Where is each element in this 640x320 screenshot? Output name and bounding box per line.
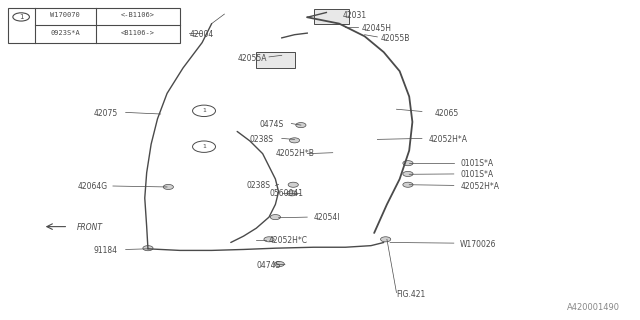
Circle shape [264, 237, 274, 242]
Bar [314, 9, 349, 24]
Text: 42031: 42031 [342, 11, 367, 20]
Text: 1: 1 [19, 14, 24, 20]
Text: 42052H*A: 42052H*A [428, 135, 467, 144]
Text: 1: 1 [202, 144, 206, 149]
Text: 0923S*A: 0923S*A [50, 30, 80, 36]
Text: <-B1106>: <-B1106> [121, 12, 155, 18]
Text: 42055A: 42055A [237, 54, 267, 63]
Text: 42045H: 42045H [362, 24, 392, 33]
Text: FRONT: FRONT [77, 223, 102, 232]
Bar [256, 52, 294, 68]
Text: <B1106->: <B1106-> [121, 30, 155, 36]
Circle shape [270, 215, 280, 220]
Circle shape [163, 184, 173, 189]
Text: 0101S*A: 0101S*A [460, 171, 493, 180]
Text: W170026: W170026 [460, 240, 497, 249]
Text: 42064G: 42064G [78, 182, 108, 191]
Text: 1: 1 [202, 108, 206, 113]
Text: 42052H*A: 42052H*A [460, 181, 499, 190]
Text: 0474S: 0474S [256, 261, 280, 270]
Circle shape [288, 182, 298, 187]
Circle shape [381, 237, 391, 242]
Text: 42075: 42075 [94, 108, 118, 117]
Text: 0474S: 0474S [259, 120, 284, 129]
Circle shape [296, 123, 306, 128]
Circle shape [274, 261, 284, 267]
Text: 42004: 42004 [189, 30, 214, 39]
Text: 42052H*B: 42052H*B [275, 148, 314, 157]
Text: 91184: 91184 [94, 246, 118, 255]
Circle shape [287, 191, 297, 196]
Circle shape [143, 246, 153, 251]
Text: 42055B: 42055B [381, 34, 410, 43]
Text: 0560041: 0560041 [269, 189, 303, 198]
Circle shape [403, 172, 413, 177]
Text: W170070: W170070 [50, 12, 80, 18]
Circle shape [403, 161, 413, 166]
Circle shape [289, 138, 300, 143]
Text: 42054I: 42054I [314, 213, 340, 222]
Text: FIG.421: FIG.421 [396, 290, 426, 299]
Text: 0238S: 0238S [250, 135, 274, 144]
Text: 42065: 42065 [435, 108, 459, 117]
Bar [8, 8, 180, 43]
Circle shape [403, 182, 413, 187]
Text: A420001490: A420001490 [566, 303, 620, 312]
Text: 0101S*A: 0101S*A [460, 159, 493, 168]
Text: 0238S: 0238S [246, 181, 271, 190]
Text: 42052H*C: 42052H*C [269, 236, 308, 245]
